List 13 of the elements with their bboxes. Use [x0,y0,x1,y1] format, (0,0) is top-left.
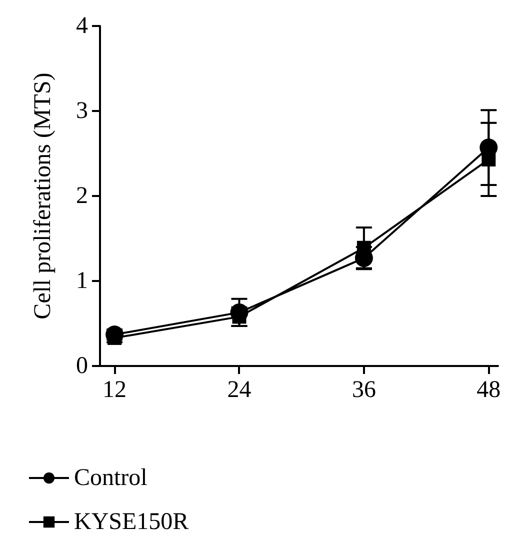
x-tick-label: 36 [352,377,376,403]
y-tick-label: 2 [76,183,88,209]
y-tick-label: 4 [76,13,88,39]
x-tick-label: 48 [476,377,501,403]
x-tick-label: 12 [102,377,127,403]
y-tick-label: 0 [76,353,88,379]
y-tick-label: 3 [76,98,88,124]
y-tick-label: 1 [76,268,88,294]
y-axis-title: Cell proliferations (MTS) [30,72,56,320]
point [482,152,496,166]
x-tick-label: 24 [227,377,252,403]
legend-label: KYSE150R [74,509,189,535]
legend-label: Control [74,465,148,491]
